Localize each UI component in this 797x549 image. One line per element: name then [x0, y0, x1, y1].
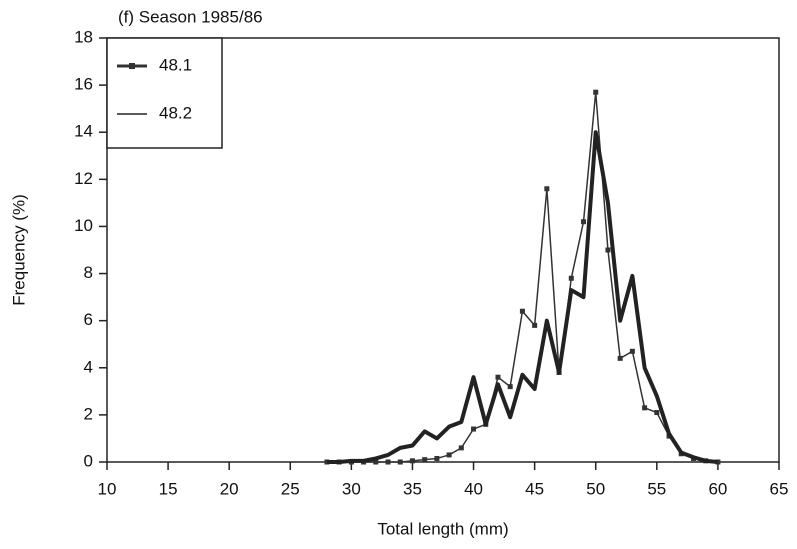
- series-marker: [434, 455, 440, 461]
- x-tick-label: 65: [770, 479, 789, 498]
- series-marker: [642, 405, 648, 411]
- x-tick-label: 35: [403, 479, 422, 498]
- series-marker: [544, 186, 550, 192]
- x-tick-label: 50: [586, 479, 605, 498]
- plot-frame: [106, 37, 780, 463]
- series-marker: [458, 445, 464, 451]
- y-tick-label: 18: [74, 27, 93, 46]
- series-marker: [495, 374, 501, 380]
- series-line: [326, 130, 719, 464]
- x-tick-label: 55: [647, 479, 666, 498]
- x-tick-label: 30: [342, 479, 361, 498]
- series-marker: [385, 459, 391, 465]
- series-marker: [409, 458, 415, 464]
- y-tick-label: 2: [84, 404, 93, 423]
- y-tick-label: 6: [84, 310, 93, 329]
- series-marker: [654, 410, 660, 416]
- series-marker: [397, 459, 403, 465]
- series-marker: [519, 308, 525, 314]
- x-tick-label: 40: [464, 479, 483, 498]
- series-marker: [593, 89, 599, 95]
- legend-label: 48.1: [159, 55, 192, 74]
- series-marker: [605, 247, 611, 253]
- y-tick-label: 16: [74, 75, 93, 94]
- y-tick-label: 8: [84, 263, 93, 282]
- series-marker: [471, 426, 477, 432]
- series-marker: [568, 275, 574, 281]
- x-tick-label: 20: [220, 479, 239, 498]
- x-tick-label: 15: [159, 479, 178, 498]
- y-tick-label: 4: [84, 357, 93, 376]
- y-tick-label: 12: [74, 169, 93, 188]
- legend-marker: [129, 63, 135, 69]
- y-tick-label: 14: [74, 122, 93, 141]
- y-tick-label: 10: [74, 216, 93, 235]
- x-tick-label: 60: [708, 479, 727, 498]
- series-marker: [373, 459, 379, 465]
- series-marker: [507, 384, 513, 390]
- legend-label: 48.2: [159, 103, 192, 122]
- series-marker: [422, 457, 428, 463]
- series-marker: [581, 219, 587, 225]
- x-axis-label: Total length (mm): [377, 519, 508, 538]
- legend-box: [106, 37, 223, 149]
- x-tick-label: 25: [281, 479, 300, 498]
- x-tick-label: 45: [525, 479, 544, 498]
- series-marker: [617, 355, 623, 361]
- chart-title: (f) Season 1985/86: [118, 7, 263, 26]
- y-tick-label: 0: [84, 451, 93, 470]
- series-marker: [446, 452, 452, 458]
- series-marker: [629, 348, 635, 354]
- series-marker: [532, 322, 538, 328]
- y-axis-label: Frequency (%): [9, 194, 28, 305]
- x-tick-label: 10: [98, 479, 117, 498]
